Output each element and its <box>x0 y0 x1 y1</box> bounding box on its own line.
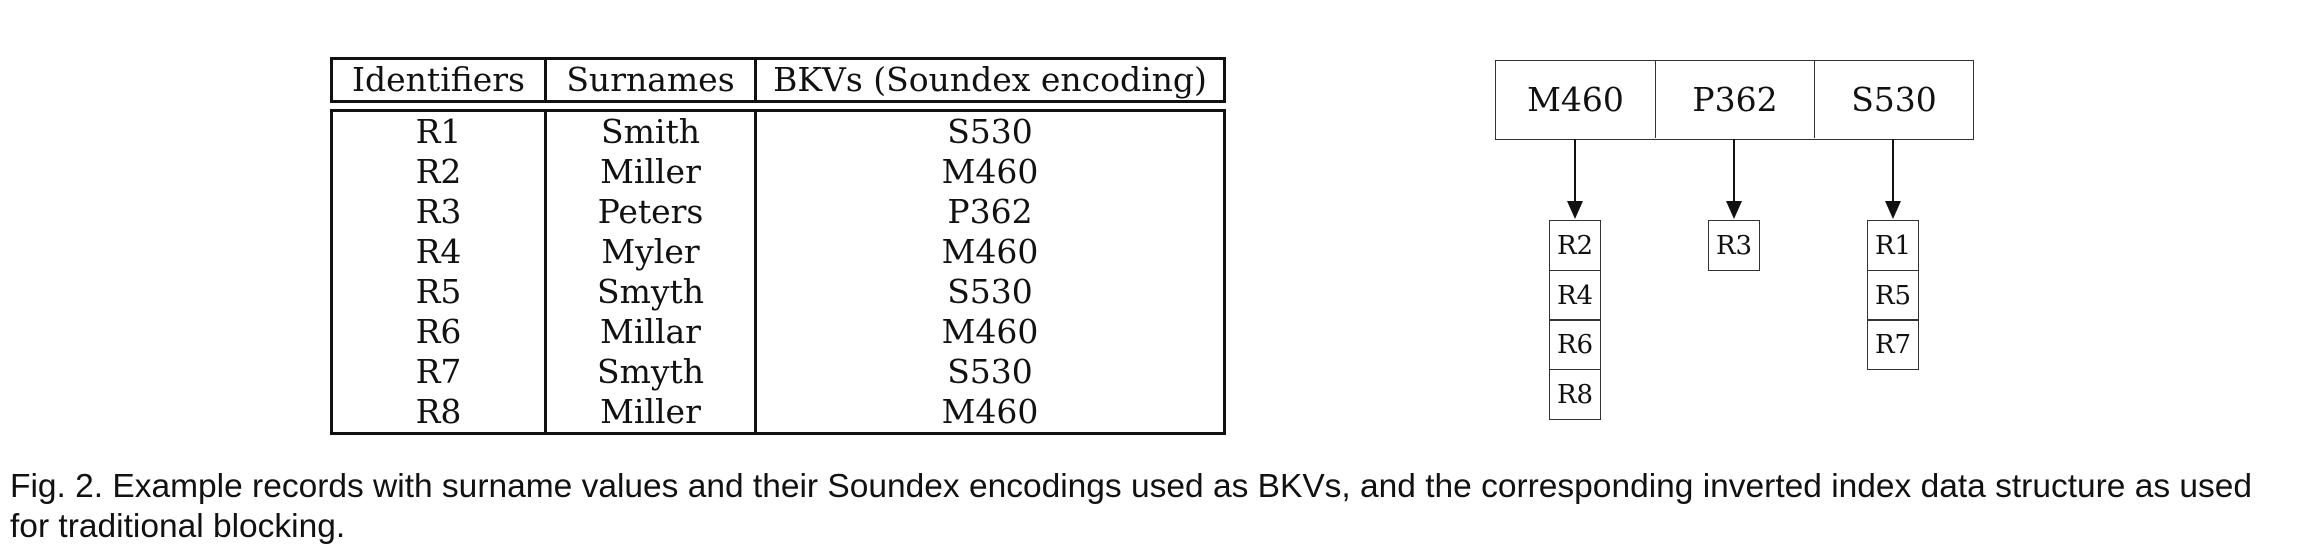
header-identifiers: Identifiers <box>333 60 547 100</box>
record-id-box: R8 <box>1549 368 1601 420</box>
cell-surname: Smyth <box>547 272 757 312</box>
table-row: R3 Peters P362 <box>333 192 1223 232</box>
down-arrow-icon <box>1726 139 1742 219</box>
table-row: R1 Smith S530 <box>333 112 1223 152</box>
cell-bkv: M460 <box>941 392 1039 431</box>
table-row: R5 Smyth S530 <box>333 272 1223 312</box>
cell-surname: Peters <box>547 192 757 232</box>
header-surnames: Surnames <box>547 60 757 100</box>
cell-surname: Myler <box>547 232 757 272</box>
cell-identifier: R4 <box>333 232 547 272</box>
cell-bkv: M460 <box>941 152 1039 191</box>
down-arrow-icon <box>1885 139 1901 219</box>
record-id-box: R6 <box>1549 319 1601 370</box>
posting-list-m460: R2 R4 R6 R8 <box>1549 220 1601 420</box>
record-id-box: R4 <box>1549 269 1601 321</box>
posting-list-s530: R1 R5 R7 <box>1867 220 1919 370</box>
bkv-key-cell: S530 <box>1814 61 1973 138</box>
record-id-box: R5 <box>1867 269 1919 321</box>
table-row: R2 Miller M460 <box>333 152 1223 192</box>
cell-bkv: P362 <box>947 192 1033 231</box>
table-row: R4 Myler M460 <box>333 232 1223 272</box>
records-table: Identifiers Surnames BKVs (Soundex encod… <box>330 57 1226 435</box>
table-header: Identifiers Surnames BKVs (Soundex encod… <box>330 57 1226 103</box>
table-row: R6 Millar M460 <box>333 312 1223 352</box>
cell-identifier: R3 <box>333 192 547 232</box>
table-row: R7 Smyth S530 <box>333 352 1223 392</box>
cell-surname: Miller <box>547 392 757 432</box>
bkv-key-cell: M460 <box>1527 80 1624 119</box>
cell-bkv: S530 <box>947 352 1033 391</box>
table-body: R1 Smith S530 R2 Miller M460 R3 Peters P… <box>330 109 1226 435</box>
inverted-index-diagram: M460 P362 S530 R2 R4 R6 R8 R3 R1 R5 R7 <box>1495 60 1975 440</box>
cell-surname: Smith <box>547 112 757 152</box>
cell-identifier: R2 <box>333 152 547 192</box>
record-id-box: R2 <box>1549 220 1601 271</box>
record-id-box: R1 <box>1867 220 1919 271</box>
cell-identifier: R6 <box>333 312 547 352</box>
bkv-keys-row: M460 P362 S530 <box>1495 60 1974 140</box>
cell-identifier: R8 <box>333 392 547 432</box>
bkv-key-cell: P362 <box>1655 61 1814 138</box>
cell-identifier: R5 <box>333 272 547 312</box>
cell-bkv: M460 <box>941 312 1039 351</box>
header-bkvs: BKVs (Soundex encoding) <box>773 60 1207 99</box>
posting-list-p362: R3 <box>1708 220 1760 271</box>
record-id-box: R7 <box>1867 319 1919 370</box>
cell-identifier: R7 <box>333 352 547 392</box>
cell-bkv: S530 <box>947 112 1033 151</box>
down-arrow-icon <box>1567 139 1583 219</box>
record-id-box: R3 <box>1708 220 1760 271</box>
cell-surname: Millar <box>547 312 757 352</box>
table-row: R8 Miller M460 <box>333 392 1223 432</box>
figure-caption: Fig. 2. Example records with surname val… <box>10 468 2253 545</box>
cell-surname: Smyth <box>547 352 757 392</box>
cell-bkv: S530 <box>947 272 1033 311</box>
cell-identifier: R1 <box>333 112 547 152</box>
cell-bkv: M460 <box>941 232 1039 271</box>
cell-surname: Miller <box>547 152 757 192</box>
